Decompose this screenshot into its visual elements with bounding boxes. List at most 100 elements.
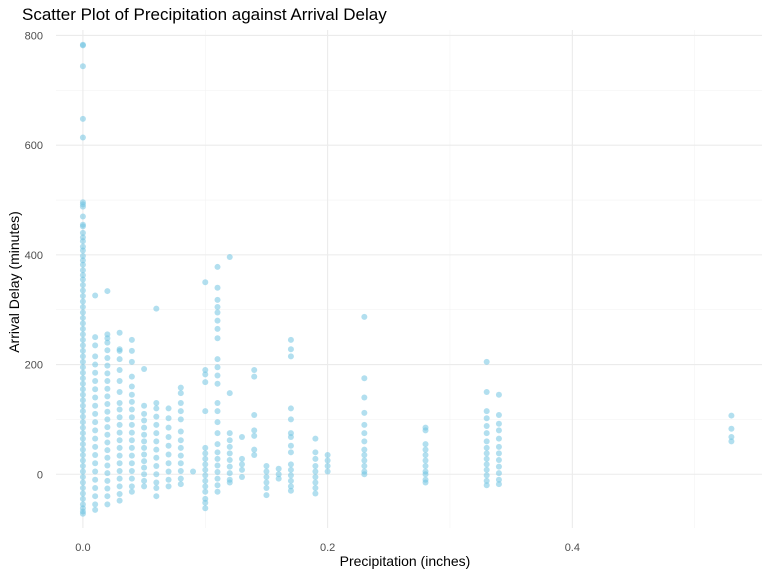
data-point xyxy=(79,309,86,316)
data-point xyxy=(141,458,148,465)
data-point xyxy=(79,303,86,310)
y-tick-label: 600 xyxy=(25,140,43,152)
data-point xyxy=(79,468,86,475)
data-point xyxy=(226,463,233,470)
data-point xyxy=(483,472,490,479)
data-point xyxy=(361,375,368,382)
data-point xyxy=(251,446,258,453)
data-point xyxy=(141,438,148,445)
data-point xyxy=(141,464,148,471)
data-point xyxy=(177,384,184,391)
data-point xyxy=(92,460,99,467)
data-point xyxy=(153,438,160,445)
data-point xyxy=(104,416,111,423)
data-point xyxy=(79,325,86,332)
data-point xyxy=(104,477,111,484)
data-point xyxy=(104,347,111,354)
data-point xyxy=(214,482,221,489)
data-point xyxy=(79,298,86,305)
data-point xyxy=(79,261,86,268)
data-point xyxy=(238,473,245,480)
data-point xyxy=(214,408,221,415)
data-point xyxy=(202,371,209,378)
y-tick-label: 200 xyxy=(25,360,43,372)
data-point xyxy=(79,386,86,393)
data-point xyxy=(165,483,172,490)
chart-title: Scatter Plot of Precipitation against Ar… xyxy=(22,5,387,24)
data-point xyxy=(263,484,270,491)
data-point xyxy=(226,470,233,477)
grid xyxy=(56,30,762,528)
data-point xyxy=(79,375,86,382)
data-point xyxy=(79,364,86,371)
data-point xyxy=(483,358,490,365)
data-point xyxy=(483,422,490,429)
data-point xyxy=(128,421,135,428)
data-point xyxy=(238,461,245,468)
data-point xyxy=(104,378,111,385)
data-point xyxy=(79,369,86,376)
data-point xyxy=(79,452,86,459)
x-tick-label: 0.0 xyxy=(75,542,90,554)
x-axis-ticks: 0.0 0.2 0.4 xyxy=(75,542,580,554)
data-point xyxy=(104,462,111,469)
data-point xyxy=(104,339,111,346)
data-point xyxy=(141,477,148,484)
data-point xyxy=(324,457,331,464)
x-axis-title: Precipitation (inches) xyxy=(340,553,471,569)
data-point xyxy=(128,437,135,444)
data-point xyxy=(79,257,86,264)
data-point xyxy=(153,421,160,428)
data-point xyxy=(483,444,490,451)
data-point xyxy=(79,336,86,343)
data-point xyxy=(190,468,197,475)
data-point xyxy=(153,305,160,312)
data-point xyxy=(312,435,319,442)
data-point xyxy=(79,473,86,480)
data-point xyxy=(495,412,502,419)
data-point xyxy=(104,424,111,431)
data-point xyxy=(287,477,294,484)
data-point xyxy=(287,353,294,360)
data-point xyxy=(495,463,502,470)
data-point xyxy=(202,505,209,512)
y-tick-label: 400 xyxy=(25,250,43,262)
data-point xyxy=(92,342,99,349)
data-point xyxy=(165,433,172,440)
data-point xyxy=(79,247,86,254)
data-point xyxy=(79,320,86,327)
data-point xyxy=(214,462,221,469)
data-point xyxy=(251,427,258,434)
data-point xyxy=(79,380,86,387)
data-point xyxy=(263,479,270,486)
data-point xyxy=(312,479,319,486)
data-point xyxy=(202,472,209,479)
data-point xyxy=(116,467,123,474)
data-point xyxy=(141,451,148,458)
data-point xyxy=(214,335,221,342)
data-point xyxy=(79,272,86,279)
data-point xyxy=(177,460,184,467)
data-point xyxy=(92,484,99,491)
data-point xyxy=(104,454,111,461)
data-point xyxy=(495,443,502,450)
data-point xyxy=(287,449,294,456)
data-point xyxy=(128,358,135,365)
data-point xyxy=(483,455,490,462)
data-point xyxy=(324,468,331,475)
data-point xyxy=(79,252,86,259)
data-point xyxy=(153,430,160,437)
data-point xyxy=(214,441,221,448)
data-point xyxy=(116,378,123,385)
data-point xyxy=(79,134,86,141)
data-point xyxy=(92,476,99,483)
data-point xyxy=(79,223,86,230)
data-point xyxy=(104,470,111,477)
data-point xyxy=(275,465,282,472)
data-point xyxy=(165,460,172,467)
data-point xyxy=(422,463,429,470)
data-point xyxy=(483,450,490,457)
data-point xyxy=(728,438,735,445)
data-point xyxy=(312,449,319,456)
data-point xyxy=(79,391,86,398)
